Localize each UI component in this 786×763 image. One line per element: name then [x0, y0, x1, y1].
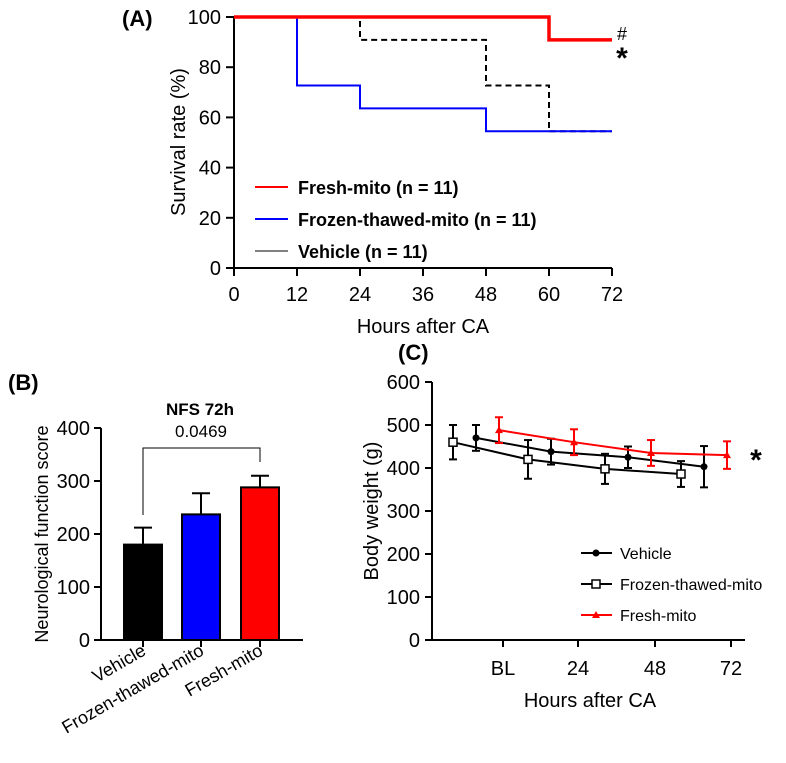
legend-label: Vehicle	[620, 546, 672, 563]
panel-label-a: (A)	[122, 6, 153, 31]
p-value-label: 0.0469	[175, 422, 227, 441]
significance-star: *	[750, 444, 762, 477]
panel-label-b: (B)	[8, 370, 39, 395]
data-point	[472, 434, 480, 442]
series-line	[452, 441, 682, 476]
data-point	[647, 448, 655, 456]
survival-line	[234, 16, 612, 133]
data-point	[523, 454, 533, 465]
legend-label: Frozen-thawed-mito (n = 11)	[298, 210, 537, 230]
y-tick-label: 40	[199, 158, 221, 180]
y-tick-label: 600	[387, 372, 420, 394]
data-point	[723, 451, 731, 459]
x-axis-label: Hours after CA	[524, 690, 657, 712]
y-tick-label: 300	[387, 501, 420, 523]
x-tick-label: 72	[601, 284, 623, 306]
y-tick-label: 100	[188, 7, 221, 29]
y-tick-label: 0	[210, 258, 221, 280]
y-axis-label: Survival rate (%)	[168, 68, 190, 216]
survival-line	[234, 15, 612, 42]
data-point	[495, 426, 503, 434]
y-tick-label: 0	[79, 630, 90, 652]
significance-star: *	[616, 42, 628, 75]
y-tick-label: 300	[57, 471, 90, 493]
legend-label: Frozen-thawed-mito	[620, 577, 762, 594]
x-axis-label: Hours after CA	[357, 316, 490, 338]
data-point	[448, 437, 458, 447]
y-tick-label: 200	[57, 524, 90, 546]
significance-hash: #	[617, 24, 627, 44]
data-point	[547, 448, 555, 456]
comparison-bracket	[142, 447, 261, 515]
legend-label: Fresh-mito	[620, 608, 697, 625]
y-tick-label: 100	[387, 587, 420, 609]
bar	[123, 543, 163, 641]
y-tick-label: 100	[57, 577, 90, 599]
bar	[181, 513, 221, 642]
survival-line	[234, 16, 612, 133]
x-tick-label: 12	[286, 284, 308, 306]
data-point	[624, 453, 632, 461]
panel-label-c: (C)	[398, 340, 429, 365]
legend-marker	[591, 579, 601, 589]
x-tick-label: BL	[491, 658, 515, 680]
data-point	[700, 463, 708, 471]
y-tick-label: 200	[387, 544, 420, 566]
legend-marker	[592, 549, 600, 557]
series-line	[498, 429, 728, 457]
y-axis-label: Body weight (g)	[361, 442, 383, 581]
y-axis-label: Neurological function score	[32, 425, 52, 642]
x-tick-label: 36	[412, 284, 434, 306]
y-tick-label: 20	[199, 208, 221, 230]
legend-marker	[592, 611, 600, 618]
y-tick-label: 0	[409, 630, 420, 652]
legend-label: Vehicle (n = 11)	[298, 242, 428, 262]
data-point	[600, 464, 610, 474]
y-tick-label: 400	[387, 458, 420, 480]
x-tick-label: 0	[228, 284, 239, 306]
data-point	[676, 469, 686, 479]
y-tick-label: 400	[57, 418, 90, 440]
x-tick-label: 24	[567, 658, 589, 680]
y-tick-label: 80	[199, 57, 221, 79]
x-tick-label: 60	[538, 284, 560, 306]
x-tick-label: 24	[349, 284, 371, 306]
series-line	[475, 436, 705, 468]
bar	[240, 486, 280, 641]
chart-title: NFS 72h	[166, 400, 234, 419]
y-tick-label: 500	[387, 415, 420, 437]
x-tick-label: 72	[720, 658, 742, 680]
data-point	[570, 438, 578, 446]
x-tick-label: 48	[475, 284, 497, 306]
y-tick-label: 60	[199, 107, 221, 129]
legend-label: Fresh-mito (n = 11)	[298, 178, 459, 198]
x-tick-label: 48	[644, 658, 666, 680]
